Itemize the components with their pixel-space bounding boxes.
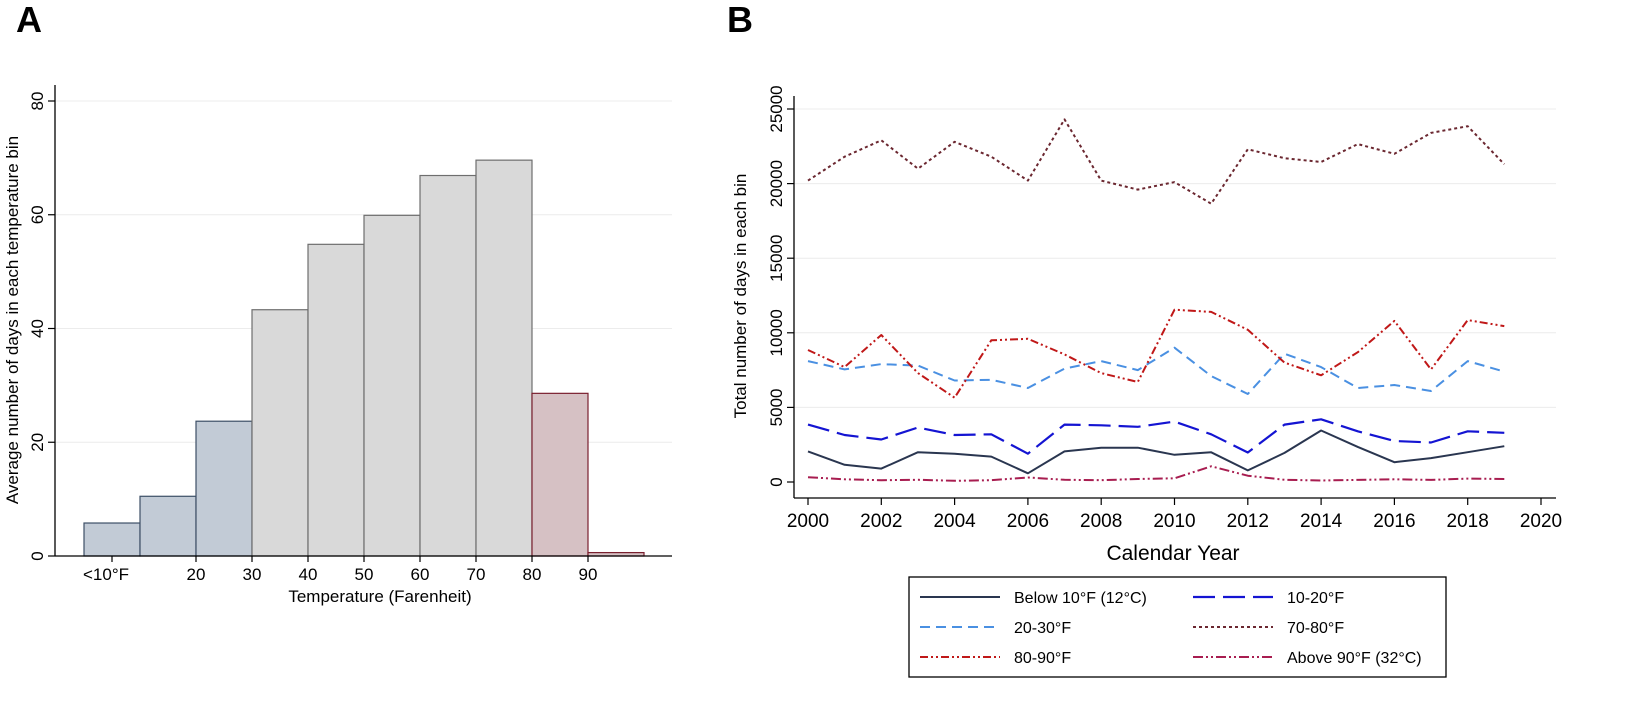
chart-a-bars — [83, 159, 645, 557]
chart-b-series-line — [807, 346, 1505, 395]
chart-b-legend-label: 80-90°F — [1014, 650, 1071, 667]
chart-b-series-line — [807, 429, 1505, 475]
chart-b-y-tick-label: 0 — [767, 477, 786, 486]
chart-a-y-tick-label: 0 — [28, 551, 47, 560]
chart-b-series-line — [807, 418, 1505, 455]
chart-b-series-lines — [807, 118, 1506, 482]
chart-b-x-tick-label: 2008 — [1080, 511, 1122, 532]
chart-b-y-ticks: 0 5000 10000 15000 20000 25000 — [767, 85, 794, 487]
chart-b-x-tick-label: 2016 — [1373, 511, 1415, 532]
chart-a-bar — [83, 522, 141, 557]
chart-a-bar — [195, 420, 253, 557]
chart-b-y-tick-label: 20000 — [767, 160, 786, 207]
chart-a-x-tick-label: 30 — [243, 565, 262, 584]
chart-a-bar — [419, 174, 477, 557]
chart-b-legend-box — [908, 576, 1447, 678]
chart-b-x-axis-label: Calendar Year — [1106, 542, 1239, 565]
chart-b-series-line — [807, 308, 1505, 399]
chart-b-legend: Below 10°F (12°C) 10-20°F 20-30°F 70-80°F 80… — [908, 576, 1447, 678]
panel-label-a: A — [16, 0, 42, 40]
chart-a-y-tick-label: 40 — [28, 319, 47, 338]
chart-a-bar — [531, 392, 589, 557]
chart-a-bar — [139, 495, 197, 557]
chart-b-axes — [793, 96, 1556, 499]
chart-a-y-ticks: 0 20 40 60 80 — [28, 92, 55, 561]
chart-b-legend-label: 20-30°F — [1014, 620, 1071, 637]
chart-a-x-tick-label: 90 — [579, 565, 598, 584]
chart-a-y-tick-label: 80 — [28, 92, 47, 111]
chart-b-legend-label: 70-80°F — [1287, 620, 1344, 637]
chart-a-y-tick-label: 60 — [28, 205, 47, 224]
chart-a-y-tick-label: 20 — [28, 433, 47, 452]
chart-a-x-tick-label: 40 — [299, 565, 318, 584]
chart-b-x-tick-label: 2010 — [1153, 511, 1195, 532]
chart-a-x-tick-label: 80 — [523, 565, 542, 584]
chart-a-x-tick-label: 70 — [467, 565, 486, 584]
panel-label-b: B — [727, 0, 753, 40]
chart-a-bar — [363, 214, 421, 557]
chart-a-bar — [307, 243, 365, 557]
chart-b-x-tick-label: 2002 — [860, 511, 902, 532]
chart-b-x-ticks: 2000 2002 2004 2006 2008 2010 2012 2014 2016 2018… — [787, 498, 1562, 532]
chart-b-x-tick-label: 2018 — [1447, 511, 1489, 532]
chart-b-y-tick-label: 25000 — [767, 85, 786, 132]
chart-b-series-line — [807, 465, 1505, 482]
chart-a-y-axis-label: Average number of days in each temperatu… — [3, 136, 22, 504]
chart-a-x-tick-label: 50 — [355, 565, 374, 584]
chart-b-x-tick-label: 2004 — [933, 511, 976, 532]
chart-a-bar — [251, 309, 309, 557]
chart-b-y-tick-label: 5000 — [767, 388, 786, 426]
chart-b-series-line — [807, 118, 1506, 205]
chart-a-bar — [475, 159, 533, 557]
chart-b-x-tick-label: 2014 — [1300, 511, 1343, 532]
chart-b-x-tick-label: 2000 — [787, 511, 829, 532]
chart-a-x-tick-label: 20 — [187, 565, 206, 584]
chart-a-x-axis-label: Temperature (Farenheit) — [288, 587, 471, 606]
chart-b-x-tick-label: 2006 — [1007, 511, 1049, 532]
chart-b-x-tick-label: 2020 — [1520, 511, 1562, 532]
chart-b-gridlines — [794, 108, 1556, 408]
chart-b-legend-label: Above 90°F (32°C) — [1287, 650, 1422, 667]
chart-b-y-tick-label: 10000 — [767, 309, 786, 356]
chart-b-x-tick-label: 2012 — [1227, 511, 1269, 532]
chart-b-legend-label: 10-20°F — [1287, 590, 1344, 607]
chart-b-y-axis-label: Total number of days in each bin — [731, 174, 750, 419]
chart-b-y-tick-label: 15000 — [767, 235, 786, 282]
chart-b-legend-label: Below 10°F (12°C) — [1014, 590, 1147, 607]
chart-a-x-tick-label: <10°F — [83, 565, 129, 584]
chart-a-x-tick-label: 60 — [411, 565, 430, 584]
histogram-chart: 0 20 40 60 80 <10°F 20 30 40 50 60 70 80 90 Temperat… — [3, 85, 672, 606]
chart-a-x-ticks: <10°F 20 30 40 50 60 70 80 90 — [83, 556, 597, 584]
